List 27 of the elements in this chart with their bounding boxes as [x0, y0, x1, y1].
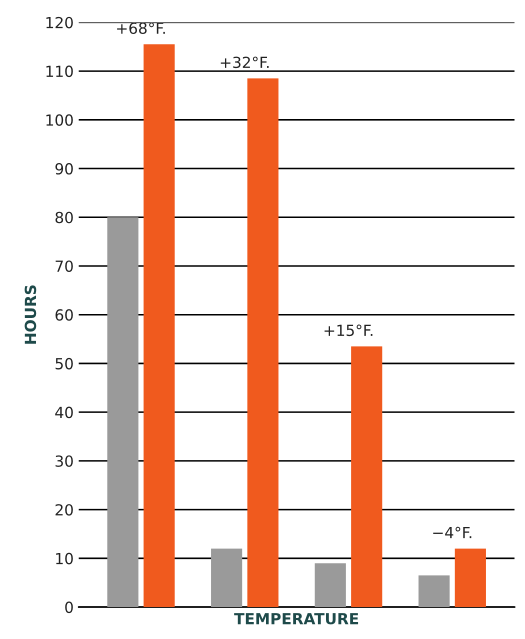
bar: [314, 563, 346, 608]
x-tick-label: +32°F.: [220, 56, 269, 68]
y-tick-label: 60: [56, 309, 73, 321]
y-axis-title: HOURS: [24, 285, 36, 344]
y-tick-label: 120: [46, 16, 73, 28]
y-tick-label: 90: [55, 163, 73, 175]
bar: [107, 217, 138, 608]
bar: [351, 346, 382, 608]
bar: [418, 575, 450, 608]
bar: [247, 78, 278, 608]
y-tick-label: 30: [56, 455, 73, 467]
x-tick-label: +15°F.: [324, 324, 372, 336]
y-tick-label: 50: [56, 358, 73, 370]
y-tick-label: 40: [55, 406, 73, 418]
bar: [454, 548, 486, 608]
bar: [211, 548, 242, 608]
x-tick-label: −4°F.: [433, 526, 472, 538]
y-tick-label: 110: [46, 66, 73, 78]
x-axis-title: TEMPERATURE: [234, 613, 358, 624]
bar: [144, 44, 175, 608]
y-tick-label: 20: [56, 504, 73, 516]
y-tick-label: 100: [46, 114, 73, 126]
y-tick-label: 0: [65, 602, 73, 614]
x-tick-label: +68°F.: [117, 22, 165, 34]
y-tick-label: 10: [56, 552, 73, 564]
y-tick-label: 80: [55, 212, 73, 224]
y-tick-label: 70: [56, 260, 73, 272]
